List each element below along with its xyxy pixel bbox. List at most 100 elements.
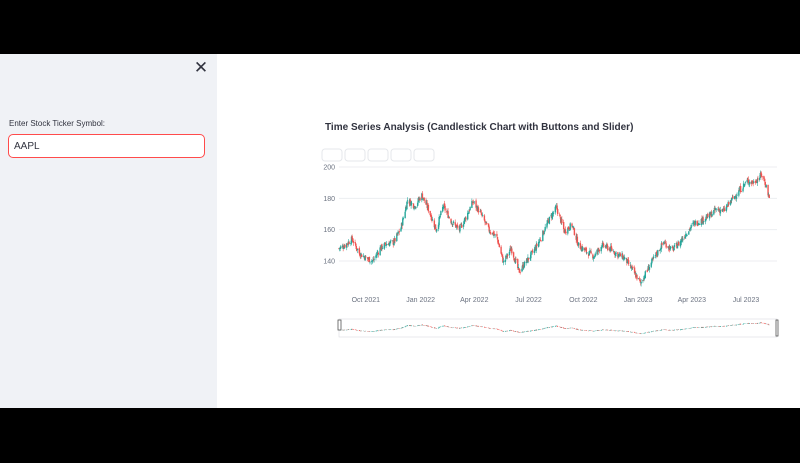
candle-body: [665, 243, 667, 248]
candle-body: [469, 206, 471, 211]
candle-body: [664, 242, 667, 243]
candle-body: [617, 254, 620, 257]
candle-body: [517, 267, 520, 269]
range-selector-button[interactable]: [344, 148, 366, 162]
candle-body: [759, 172, 762, 178]
candle-body: [640, 281, 642, 284]
candle-body: [352, 240, 354, 242]
range-selector-button[interactable]: [367, 148, 389, 162]
candle-body: [477, 207, 480, 213]
candle-body: [448, 216, 450, 219]
candle-body: [359, 252, 361, 256]
candle-body: [360, 254, 363, 257]
candle-body: [518, 269, 521, 273]
range-selector-button[interactable]: [390, 148, 412, 162]
candle-body: [764, 181, 766, 185]
range-selector-button[interactable]: [413, 148, 435, 162]
candle-body: [350, 242, 352, 245]
candle-body: [348, 242, 350, 244]
candle-body: [592, 254, 594, 259]
candle-body: [657, 250, 659, 256]
candle-body: [748, 181, 751, 185]
candle-body: [431, 219, 434, 221]
candle-body: [696, 220, 698, 226]
candle-body: [505, 255, 507, 259]
candle-body: [753, 181, 755, 183]
candle-body: [473, 201, 475, 203]
candle-body: [508, 251, 511, 256]
candle-body: [412, 203, 415, 209]
candle-body: [559, 214, 561, 217]
range-selector-button[interactable]: [321, 148, 343, 162]
candle-body: [582, 247, 584, 251]
candle-body: [497, 239, 499, 244]
x-tick-label: Jul 2022: [515, 297, 542, 304]
candle-body: [397, 232, 400, 233]
candle-body: [511, 248, 513, 254]
candle-body: [381, 244, 383, 250]
candle-body: [644, 271, 647, 279]
candle-body: [642, 279, 645, 281]
candle-body: [340, 246, 342, 249]
candle-body: [544, 226, 546, 231]
candle-body: [734, 195, 736, 197]
candle-body: [506, 254, 509, 256]
candle-body: [675, 243, 677, 245]
slider-handle-right[interactable]: [775, 319, 779, 337]
candle-body: [646, 270, 648, 272]
x-tick-label: Oct 2021: [352, 297, 381, 304]
candle-body: [689, 227, 692, 230]
candle-body: [703, 221, 705, 223]
candle-body: [383, 243, 385, 249]
candle-body: [522, 264, 524, 269]
candle-body: [767, 184, 769, 196]
y-tick-label: 160: [323, 227, 335, 234]
candle-body: [577, 242, 580, 246]
candle-body: [398, 231, 400, 233]
candle-body: [573, 227, 575, 229]
candle-body: [726, 206, 729, 207]
candle-body: [356, 247, 358, 250]
candle-body: [536, 243, 538, 247]
close-icon[interactable]: ✕: [193, 58, 209, 77]
candle-body: [673, 244, 676, 248]
candle-body: [736, 194, 738, 196]
candle-body: [368, 256, 371, 263]
candle-body: [684, 236, 686, 239]
candle-body: [760, 173, 763, 177]
candle-body: [655, 251, 658, 255]
candle-body: [500, 252, 503, 255]
candle-body: [463, 220, 465, 224]
candle-body: [586, 252, 588, 254]
candle-body: [601, 242, 604, 248]
candle-body: [598, 248, 600, 250]
sidebar: ✕ Enter Stock Ticker Symbol:: [0, 54, 217, 408]
candle-body: [739, 186, 742, 192]
candle-body: [512, 252, 515, 258]
candle-body: [527, 257, 530, 260]
candle-body: [746, 179, 748, 183]
candle-body: [546, 223, 548, 228]
candle-body: [501, 254, 503, 256]
candle-body: [450, 218, 452, 223]
candle-body: [390, 240, 392, 242]
candle-body: [439, 216, 441, 219]
candle-body: [731, 197, 733, 201]
range-slider[interactable]: [338, 318, 778, 338]
candle-body: [531, 250, 533, 252]
candle-body: [725, 206, 728, 211]
candle-body: [459, 225, 461, 232]
candle-body: [717, 208, 720, 211]
candlestick-chart[interactable]: 140 160 180 200 Oct 2021 Jan 2022 Apr 2022 Jul …: [217, 54, 800, 408]
candle-body: [429, 211, 431, 215]
candle-body: [492, 231, 495, 236]
ticker-input[interactable]: [8, 134, 205, 158]
slider-handle-left[interactable]: [337, 319, 342, 331]
x-tick-label: Apr 2023: [678, 297, 707, 304]
candle-body: [502, 256, 504, 263]
candle-body: [761, 176, 763, 178]
candle-body: [402, 218, 404, 226]
candle-body: [452, 221, 455, 224]
candle-body: [413, 205, 416, 208]
candle-body: [364, 255, 366, 261]
